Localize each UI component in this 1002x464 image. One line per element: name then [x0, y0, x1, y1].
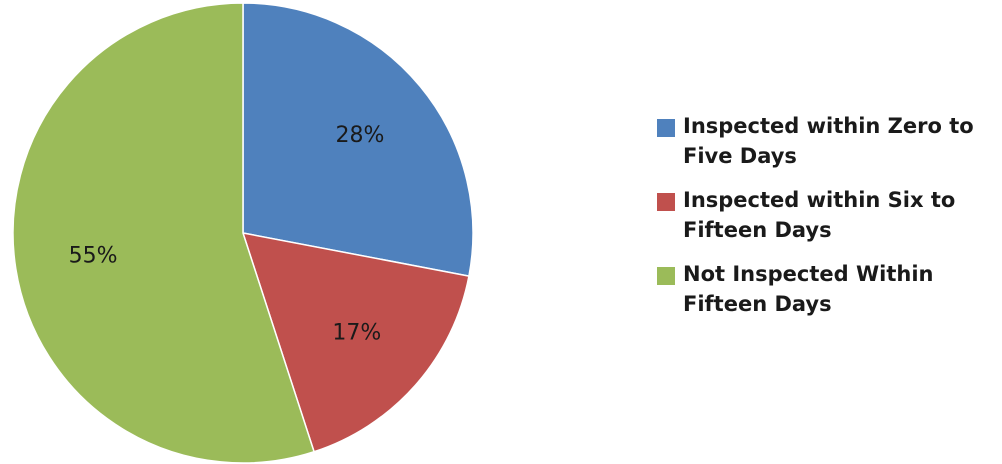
pie-slice-six-to-fifteen: [241, 232, 470, 453]
legend-item-six-to-fifteen: Inspected within Six to Fifteen Days: [657, 185, 997, 245]
legend-label-not-inspected: Not Inspected Within Fifteen Days: [683, 262, 934, 316]
pie-slice-zero-to-five: [242, 2, 474, 277]
legend: Inspected within Zero to Five Days Inspe…: [657, 111, 997, 333]
legend-label-six-to-fifteen: Inspected within Six to Fifteen Days: [683, 188, 956, 242]
legend-item-not-inspected: Not Inspected Within Fifteen Days: [657, 259, 997, 319]
pie-label-zero-to-five: 28%: [336, 123, 385, 148]
legend-swatch-not-inspected: [657, 267, 675, 285]
pie-slice-not-inspected: [12, 2, 316, 464]
legend-swatch-zero-to-five: [657, 119, 675, 137]
pie-label-not-inspected: 55%: [69, 244, 118, 269]
legend-item-zero-to-five: Inspected within Zero to Five Days: [657, 111, 997, 171]
pie-label-six-to-fifteen: 17%: [332, 320, 381, 345]
legend-label-zero-to-five: Inspected within Zero to Five Days: [683, 114, 974, 168]
legend-swatch-six-to-fifteen: [657, 193, 675, 211]
